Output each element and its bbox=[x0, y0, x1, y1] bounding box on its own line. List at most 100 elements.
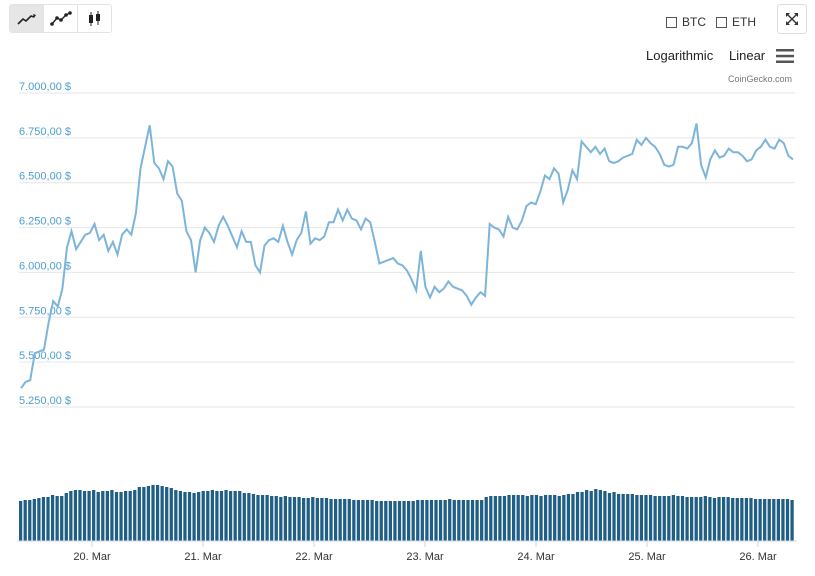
volume-bar bbox=[758, 499, 762, 541]
volume-bar bbox=[566, 494, 571, 541]
volume-bar bbox=[19, 501, 23, 541]
volume-bar bbox=[466, 500, 470, 541]
volume-bar bbox=[315, 498, 319, 541]
volume-bar bbox=[671, 495, 676, 541]
volume-bar bbox=[753, 499, 758, 541]
eth-label: ETH bbox=[732, 15, 756, 29]
volume-bar bbox=[155, 485, 160, 541]
line-chart-button[interactable] bbox=[44, 5, 78, 32]
volume-bar bbox=[731, 498, 735, 541]
volume-bar bbox=[82, 491, 87, 541]
chart-type-toolbar bbox=[9, 4, 112, 33]
volume-bar bbox=[575, 492, 580, 541]
volume-bar bbox=[352, 500, 356, 541]
expand-icon bbox=[786, 13, 798, 25]
volume-bar bbox=[233, 491, 237, 541]
volume-bar bbox=[178, 491, 183, 541]
volume-bar bbox=[101, 491, 105, 541]
volume-bar bbox=[562, 495, 566, 541]
volume-bar bbox=[274, 496, 278, 541]
volume-bar bbox=[452, 500, 456, 541]
volume-bar bbox=[790, 500, 794, 541]
logarithmic-scale-button[interactable]: Logarithmic bbox=[646, 48, 714, 63]
volume-bar bbox=[740, 498, 744, 541]
volume-bar bbox=[676, 496, 680, 541]
volume-bar bbox=[375, 501, 379, 541]
volume-bar bbox=[694, 497, 698, 541]
volume-bar bbox=[338, 499, 342, 541]
x-tick-label: 20. Mar bbox=[73, 551, 111, 563]
x-tick-label: 21. Mar bbox=[184, 551, 222, 563]
volume-bar bbox=[603, 491, 607, 541]
volume-bar bbox=[174, 490, 178, 541]
volume-bar bbox=[50, 495, 55, 541]
volume-bar bbox=[41, 497, 46, 541]
volume-bar bbox=[347, 499, 351, 541]
volume-bar bbox=[343, 499, 347, 541]
compare-btc-toggle[interactable]: BTC bbox=[666, 15, 706, 29]
volume-bar bbox=[119, 492, 123, 541]
compare-eth-toggle[interactable]: ETH bbox=[716, 15, 756, 29]
volume-bar bbox=[311, 497, 315, 541]
volume-bar bbox=[484, 497, 488, 541]
y-tick-label: 6.250,00 $ bbox=[19, 216, 71, 228]
volume-bar bbox=[589, 491, 593, 541]
volume-bar bbox=[165, 487, 169, 541]
volume-bar bbox=[110, 490, 114, 541]
volume-bar bbox=[388, 501, 392, 541]
volume-bar bbox=[73, 490, 78, 541]
volume-bar bbox=[64, 493, 68, 541]
volume-bar bbox=[160, 486, 164, 541]
candlestick-button[interactable] bbox=[78, 5, 111, 32]
area-chart-button[interactable] bbox=[10, 5, 44, 32]
volume-bar bbox=[690, 497, 694, 541]
volume-bar bbox=[598, 490, 602, 541]
volume-bar bbox=[128, 491, 132, 541]
volume-bar bbox=[320, 498, 324, 541]
volume-bar bbox=[55, 496, 59, 541]
volume-bar bbox=[416, 500, 420, 541]
volume-bar bbox=[123, 491, 128, 541]
volume-bar bbox=[653, 496, 657, 541]
volume-bar bbox=[206, 491, 210, 541]
volume-bar bbox=[708, 497, 712, 541]
volume-bar bbox=[480, 500, 484, 541]
volume-bar bbox=[502, 496, 507, 541]
volume-bar bbox=[630, 494, 634, 541]
volume-bar bbox=[146, 486, 151, 541]
volume-bar bbox=[511, 495, 516, 541]
volume-bar bbox=[639, 495, 644, 541]
volume-bar bbox=[411, 501, 415, 541]
fullscreen-button[interactable] bbox=[777, 4, 807, 34]
volume-bar bbox=[324, 498, 329, 541]
volume-bar bbox=[489, 496, 493, 541]
volume-bar bbox=[493, 496, 497, 541]
volume-bar bbox=[356, 500, 361, 541]
x-tick-label: 22. Mar bbox=[295, 551, 333, 563]
volume-bar bbox=[393, 501, 397, 541]
volume-bar bbox=[644, 495, 648, 541]
x-tick-label: 23. Mar bbox=[406, 551, 444, 563]
eth-checkbox[interactable] bbox=[716, 16, 727, 28]
volume-bar bbox=[247, 493, 251, 541]
volume-bar bbox=[306, 498, 310, 541]
volume-bar bbox=[37, 498, 41, 541]
volume-bar bbox=[420, 500, 424, 541]
hamburger-menu-icon[interactable] bbox=[775, 48, 795, 64]
volume-bar bbox=[571, 494, 575, 541]
volume-bar bbox=[475, 500, 479, 541]
volume-bar bbox=[616, 494, 621, 541]
volume-bar bbox=[292, 497, 297, 541]
x-tick-label: 24. Mar bbox=[517, 551, 555, 563]
y-tick-label: 5.250,00 $ bbox=[19, 395, 71, 407]
volume-bar bbox=[498, 496, 502, 541]
line-chart-icon bbox=[49, 10, 72, 26]
linear-scale-button[interactable]: Linear bbox=[729, 48, 766, 63]
candlestick-icon bbox=[88, 10, 100, 26]
btc-checkbox[interactable] bbox=[666, 16, 677, 28]
volume-bar bbox=[60, 496, 64, 541]
volume-bar bbox=[201, 491, 205, 541]
volume-bar bbox=[717, 497, 721, 541]
volume-bar bbox=[457, 500, 461, 541]
